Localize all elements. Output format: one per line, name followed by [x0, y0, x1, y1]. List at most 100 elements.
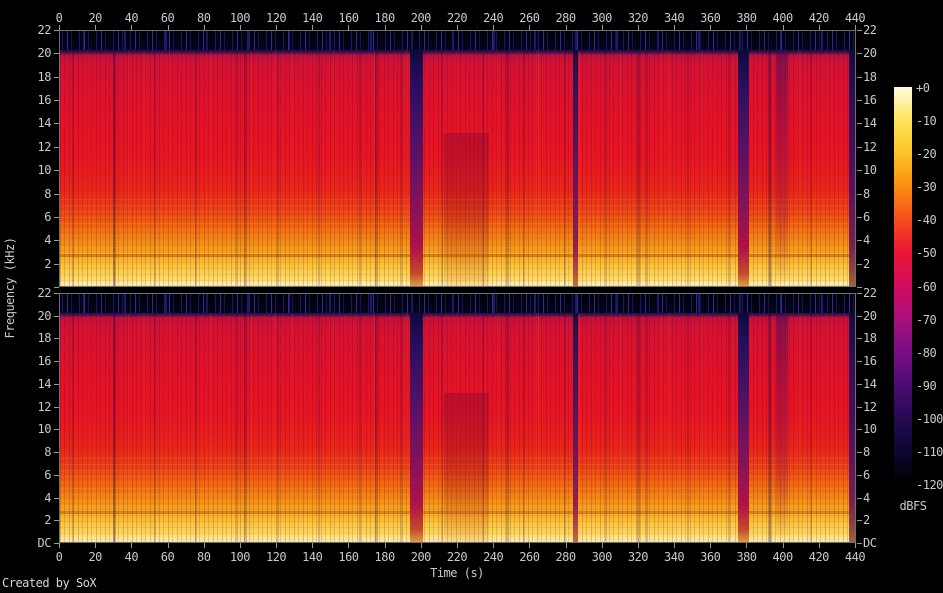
freq-tick-mark-right	[857, 216, 862, 218]
time-tick-mark-top	[674, 25, 676, 30]
freq-tick-label-left: DC	[37, 536, 52, 550]
freq-tick-mark-right	[857, 543, 862, 544]
freq-tick-label-right: 16	[863, 93, 877, 108]
time-tick-mark-top	[131, 25, 133, 30]
time-tick-mark-top	[59, 25, 60, 30]
freq-tick-mark-left	[54, 520, 59, 522]
freq-tick-mark-left	[54, 263, 59, 265]
time-tick-mark-bottom	[710, 543, 712, 548]
colorbar-tick-label: -20	[916, 147, 937, 162]
freq-tick-mark-left	[54, 287, 59, 288]
time-tick-label-bottom: 60	[160, 550, 175, 564]
time-tick-mark-top	[565, 25, 567, 30]
time-tick-mark-bottom	[167, 543, 169, 548]
time-tick-label-bottom: 180	[374, 550, 396, 564]
freq-tick-label-left: 16	[37, 93, 52, 108]
freq-tick-label-right: 22	[863, 23, 877, 37]
freq-tick-mark-right	[857, 170, 862, 172]
freq-tick-mark-left	[54, 76, 59, 78]
freq-tick-label-right: 8	[863, 186, 870, 201]
time-tick-mark-bottom	[312, 543, 314, 548]
time-tick-label-bottom: 380	[736, 550, 757, 564]
colorbar-tick-label: -50	[916, 246, 937, 261]
time-tick-label-bottom: 440	[844, 550, 866, 564]
time-tick-label-bottom: 100	[229, 550, 251, 564]
time-tick-label-bottom: 120	[265, 550, 287, 564]
freq-tick-label-right: 4	[863, 490, 870, 505]
dbfs-colorbar	[894, 87, 912, 485]
time-tick-label-bottom: 40	[124, 550, 139, 564]
freq-tick-mark-right	[857, 361, 862, 363]
freq-tick-mark-right	[857, 240, 862, 242]
time-tick-label-top: 80	[196, 11, 211, 25]
time-tick-mark-top	[167, 25, 169, 30]
credit-text: Created by SoX	[2, 576, 97, 590]
freq-tick-mark-left	[54, 170, 59, 172]
freq-tick-mark-left	[54, 361, 59, 363]
time-tick-mark-bottom	[674, 543, 676, 548]
freq-tick-mark-right	[857, 315, 862, 317]
freq-tick-label-left: 14	[37, 116, 52, 131]
freq-tick-label-left: 2	[44, 513, 51, 528]
freq-tick-mark-left	[54, 193, 59, 195]
freq-tick-mark-right	[857, 497, 862, 499]
freq-tick-label-left: 10	[37, 163, 52, 178]
freq-tick-mark-right	[857, 406, 862, 408]
time-tick-label-bottom: 260	[519, 550, 540, 564]
freq-tick-label-right: 6	[863, 209, 870, 224]
time-tick-mark-bottom	[384, 543, 386, 548]
time-tick-label-bottom: 0	[55, 550, 63, 564]
silence-gap-195s	[410, 31, 423, 286]
time-tick-label-top: 260	[519, 11, 540, 25]
freq-tick-label-left: 12	[37, 399, 52, 414]
freq-tick-label-right: 22	[863, 286, 877, 300]
time-tick-mark-bottom	[746, 543, 748, 548]
colorbar-tick-label: -60	[916, 279, 937, 294]
freq-tick-mark-left	[54, 474, 59, 476]
time-tick-mark-bottom	[529, 543, 531, 548]
freq-tick-mark-left	[54, 216, 59, 218]
time-tick-label-bottom: 140	[302, 550, 323, 564]
time-tick-mark-bottom	[457, 543, 458, 548]
notch-band-2khz	[60, 511, 855, 514]
freq-tick-mark-left	[54, 100, 59, 102]
time-tick-mark-bottom	[601, 543, 603, 548]
low-frequency-texture	[60, 199, 855, 286]
colorbar-tick-label: -80	[916, 345, 937, 360]
time-tick-label-bottom: 400	[772, 550, 794, 564]
time-tick-mark-top	[457, 25, 458, 30]
freq-tick-mark-left	[54, 406, 59, 408]
track-end-fade	[849, 294, 855, 542]
freq-tick-label-left: 4	[44, 233, 51, 248]
freq-tick-label-right: 12	[863, 139, 877, 154]
time-tick-label-bottom: 420	[808, 550, 830, 564]
freq-tick-mark-left	[54, 293, 59, 294]
freq-tick-label-right: 2	[863, 256, 870, 271]
spectrogram-panel-channel-2	[59, 293, 856, 543]
silence-gap-377s	[738, 294, 749, 542]
time-tick-mark-top	[818, 25, 820, 30]
spectrogram-heatmap	[60, 31, 855, 286]
freq-tick-label-left: 6	[44, 209, 51, 224]
ultrasonic-noise-band	[60, 294, 855, 313]
time-tick-mark-top	[782, 25, 784, 30]
time-tick-mark-top	[203, 25, 205, 30]
subdued-passage-400s	[776, 31, 788, 286]
freq-tick-label-left: 22	[37, 286, 52, 300]
time-tick-label-top: 0	[55, 11, 63, 25]
time-tick-mark-bottom	[95, 543, 97, 548]
freq-tick-mark-left	[54, 146, 59, 148]
silence-gap-285s	[573, 294, 578, 542]
time-tick-label-top: 360	[700, 11, 721, 25]
freq-tick-label-right: 4	[863, 233, 870, 248]
time-tick-label-top: 140	[302, 11, 323, 25]
time-tick-label-top: 120	[265, 11, 287, 25]
time-tick-label-bottom: 220	[446, 550, 468, 564]
freq-tick-label-left: 20	[37, 46, 52, 61]
silence-gap-195s	[410, 294, 423, 542]
time-tick-label-top: 340	[663, 11, 685, 25]
colorbar-tick-label: -30	[916, 180, 937, 195]
freq-tick-label-right: 2	[863, 513, 870, 528]
freq-tick-label-left: 16	[37, 354, 52, 369]
freq-tick-label-right: 6	[863, 467, 870, 482]
